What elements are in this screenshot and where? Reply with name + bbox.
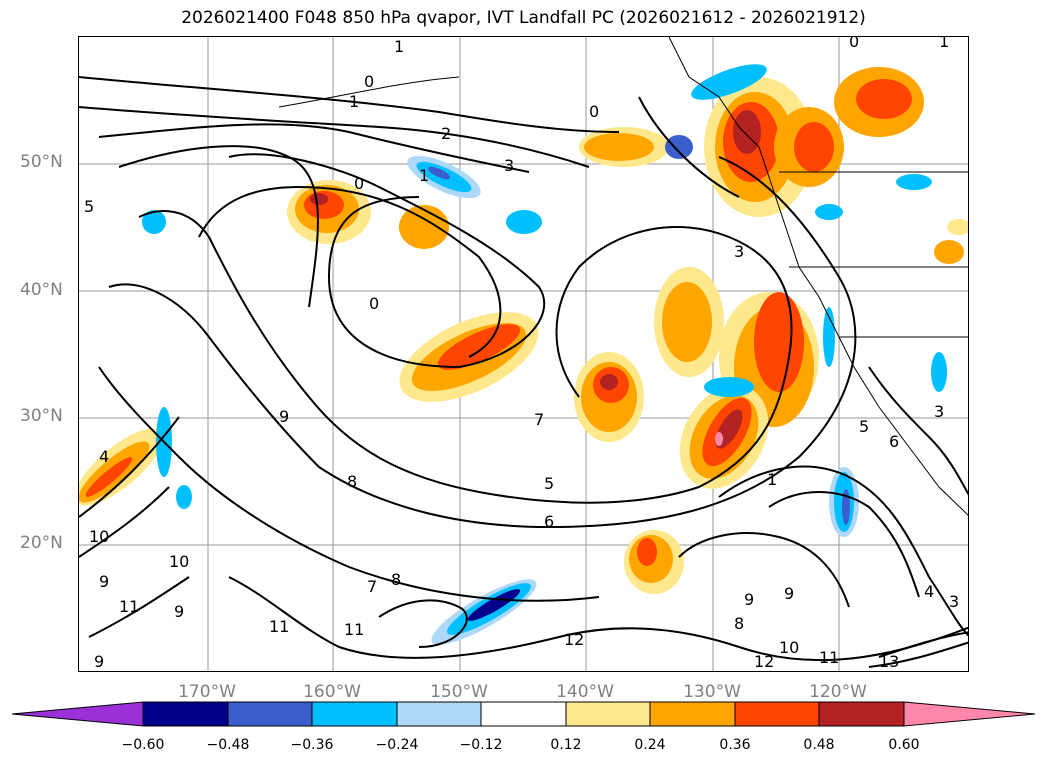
contour-label: 3 <box>934 402 944 421</box>
colorbar-tick-label: −0.48 <box>206 737 250 753</box>
contour-label: 4 <box>924 582 934 601</box>
map-canvas: 1 0 1 2 3 5 0 0 1 3 0 7 9 8 5 6 7 8 9 10… <box>79 37 968 671</box>
contour-label: 4 <box>99 447 109 466</box>
contour-label: 0 <box>849 37 859 51</box>
contour-label: 6 <box>889 432 899 451</box>
colorbar-tick-label: 0.36 <box>719 737 751 753</box>
lon-label: 150°W <box>430 682 488 702</box>
contour-label: 1 <box>419 166 429 185</box>
colorbar-tick-label: 0.24 <box>634 737 666 753</box>
contour-label: 8 <box>391 570 401 589</box>
colorbar-bin <box>734 701 820 727</box>
colorbar-bin <box>565 701 651 727</box>
ivt-contours <box>79 76 968 668</box>
contour-label: 7 <box>367 577 377 596</box>
contour-label: 12 <box>564 630 584 649</box>
contour-label: 8 <box>347 472 357 491</box>
colorbar-bin <box>396 701 482 727</box>
contour-label: 1 <box>349 92 359 111</box>
contour-label: 7 <box>534 410 544 429</box>
contour-label: 11 <box>119 597 139 616</box>
contour-label: 8 <box>734 614 744 633</box>
lat-label: 40°N <box>20 280 63 300</box>
contour-label: 5 <box>859 417 869 436</box>
contour-label: 3 <box>504 156 514 175</box>
contour-label: 10 <box>169 552 189 571</box>
lat-label: 30°N <box>20 406 63 426</box>
map-title: 2026021400 F048 850 hPa qvapor, IVT Land… <box>181 8 866 28</box>
contour-label: 0 <box>364 72 374 91</box>
contour-label: 9 <box>174 602 184 621</box>
colorbar-extend-high <box>903 701 1036 727</box>
colorbar-tick-label: −0.24 <box>375 737 419 753</box>
contour-label: 11 <box>269 617 289 636</box>
lon-label: 130°W <box>683 682 741 702</box>
lon-label: 170°W <box>178 682 236 702</box>
colorbar-tick-label: 0.48 <box>803 737 835 753</box>
colorbar-tick-label: 0.12 <box>550 737 582 753</box>
colorbar <box>11 701 1036 727</box>
contour-label: 1 <box>939 37 949 51</box>
colorbar-bin <box>480 701 567 727</box>
contour-label: 3 <box>949 592 959 611</box>
colorbar-bin <box>311 701 398 727</box>
contour-label: 10 <box>89 527 109 546</box>
colorbar-tick-label: −0.12 <box>459 737 503 753</box>
contour-label: 0 <box>589 102 599 121</box>
map-plot-area: 1 0 1 2 3 5 0 0 1 3 0 7 9 8 5 6 7 8 9 10… <box>78 36 969 672</box>
lon-label: 120°W <box>809 682 867 702</box>
lon-label: 140°W <box>556 682 614 702</box>
colorbar-tick-label: 0.60 <box>888 737 920 753</box>
contour-label: 12 <box>754 652 774 671</box>
contour-label: 2 <box>441 124 451 143</box>
colorbar-bin <box>142 701 229 727</box>
lat-label: 20°N <box>20 533 63 553</box>
colorbar-tick-label: −0.36 <box>290 737 334 753</box>
contour-label: 9 <box>94 652 104 671</box>
coastlines <box>278 37 968 516</box>
lat-label: 50°N <box>20 152 63 172</box>
contour-label: 0 <box>354 174 364 193</box>
contour-label: 9 <box>744 590 754 609</box>
colorbar-bin <box>649 701 736 727</box>
colorbar-tick-label: −0.60 <box>121 737 165 753</box>
contour-label: 13 <box>879 652 899 671</box>
contour-label: 5 <box>544 474 554 493</box>
colorbar-bin <box>227 701 313 727</box>
contour-label: 9 <box>279 407 289 426</box>
contour-label: 11 <box>819 648 839 667</box>
contour-label: 1 <box>767 470 777 489</box>
contour-label: 3 <box>734 242 744 261</box>
contour-label: 11 <box>344 620 364 639</box>
contour-label: 1 <box>394 37 404 56</box>
lon-label: 160°W <box>303 682 361 702</box>
contour-label: 5 <box>84 197 94 216</box>
contour-label: 0 <box>369 294 379 313</box>
colorbar-bin <box>818 701 905 727</box>
colorbar-extend-low <box>11 701 144 727</box>
contour-labels: 1 0 1 2 3 5 0 0 1 3 0 7 9 8 5 6 7 8 9 10… <box>84 37 959 671</box>
contour-label: 6 <box>544 512 554 531</box>
contour-label: 10 <box>779 638 799 657</box>
contour-label: 9 <box>99 572 109 591</box>
contour-label: 9 <box>784 584 794 603</box>
